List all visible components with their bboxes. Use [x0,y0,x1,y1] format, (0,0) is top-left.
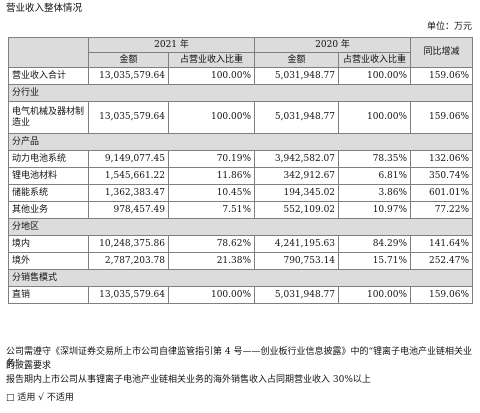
amount-2021: 9,149,077.45 [88,150,169,168]
header-amount-2020: 金额 [254,52,340,68]
row-label: 锂电池材料 [8,167,89,185]
yoy-change: 141.64% [410,235,474,253]
yoy-change: 77.22% [410,201,474,219]
section-industry-title: 分行业 [7,84,474,102]
table-row: 境外 2,787,203.78 21.38% 790,753.14 15.71%… [8,252,474,270]
share-2020: 15.71% [338,252,412,270]
amount-2021: 10,248,375.86 [88,235,169,253]
row-label: 其他业务 [8,201,89,219]
table-row: 境内 10,248,375.86 78.62% 4,241,195.63 84.… [8,235,474,253]
yoy-change: 601.01% [410,184,474,202]
amount-2020: 3,942,582.07 [254,150,340,168]
total-amount-2020: 5,031,948.77 [254,67,340,85]
yoy-change: 350.74% [410,167,474,185]
share-2021: 7.51% [167,201,256,219]
header-year-2020: 2020 年 [254,37,412,53]
share-2020: 78.35% [338,150,412,168]
page-title: 营业收入整体情况 [6,3,83,14]
share-2020: 10.97% [338,201,412,219]
footnote-line-2: 的披露要求 [6,361,52,371]
section-region-title: 分地区 [7,218,474,236]
share-2020: 84.29% [338,235,412,253]
amount-2020: 5,031,948.77 [254,286,340,304]
share-2021: 21.38% [167,252,256,270]
total-share-2021: 100.00% [167,67,256,85]
section-product-row: 分产品 [7,133,474,151]
row-label: 境内 [8,235,89,253]
amount-2021: 1,545,661.22 [88,167,169,185]
amount-2020: 5,031,948.77 [254,101,340,134]
total-amount-2021: 13,035,579.64 [88,67,169,85]
header-share-2021: 占营业收入比重 [167,52,256,68]
row-label: 直销 [8,286,89,304]
header-row-years: 2021 年 2020 年 同比增减 [8,37,474,68]
yoy-change: 252.47% [410,252,474,270]
share-2021: 70.19% [167,150,256,168]
header-yoy: 同比增减 [410,37,474,68]
amount-2020: 790,753.14 [254,252,340,270]
total-row: 营业收入合计 13,035,579.64 100.00% 5,031,948.7… [8,67,474,85]
footnote-line-3: 报告期内上市公司从事锂离子电池产业链相关业务的海外销售收入占同期营业收入 30%… [6,375,371,385]
total-yoy: 159.06% [410,67,474,85]
row-label: 动力电池系统 [8,150,89,168]
header-share-2020: 占营业收入比重 [338,52,412,68]
yoy-change: 132.06% [410,150,474,168]
yoy-change: 159.06% [410,101,474,134]
section-sales-mode-title: 分销售模式 [7,269,474,287]
share-2021: 100.00% [167,286,256,304]
footnote-line-1: 公司需遵守《深圳证券交易所上市公司自律监管指引第 4 号——创业板行业信息披露》… [6,347,473,369]
revenue-table: 2021 年 2020 年 同比增减 金额 占营业收入比重 金额 占营业收入比重… [7,37,474,304]
table-row: 锂电池材料 1,545,661.22 11.86% 342,912.67 6.8… [8,167,474,185]
header-blank-cell [8,37,89,68]
share-2021: 10.45% [167,184,256,202]
share-2020: 100.00% [338,286,412,304]
header-amount-2021: 金额 [88,52,169,68]
amount-2021: 13,035,579.64 [88,101,169,134]
total-label: 营业收入合计 [8,67,89,85]
amount-2021: 978,457.49 [88,201,169,219]
share-2021: 78.62% [167,235,256,253]
table-row: 电气机械及器材制造业 13,035,579.64 100.00% 5,031,9… [8,101,474,134]
applicability-checkbox-line: □ 适用 √ 不适用 [6,393,74,403]
section-industry-row: 分行业 [7,84,474,102]
total-share-2020: 100.00% [338,67,412,85]
amount-2020: 342,912.67 [254,167,340,185]
table-row: 动力电池系统 9,149,077.45 70.19% 3,942,582.07 … [8,150,474,168]
yoy-change: 159.06% [410,286,474,304]
amount-2020: 194,345.02 [254,184,340,202]
revenue-table-body: 2021 年 2020 年 同比增减 金额 占营业收入比重 金额 占营业收入比重… [7,37,474,304]
row-label: 电气机械及器材制造业 [8,101,89,134]
unit-label: 单位：万元 [426,22,472,32]
share-2021: 100.00% [167,101,256,134]
amount-2020: 552,109.02 [254,201,340,219]
amount-2021: 1,362,383.47 [88,184,169,202]
amount-2021: 2,787,203.78 [88,252,169,270]
section-region-row: 分地区 [7,218,474,236]
share-2021: 11.86% [167,167,256,185]
share-2020: 100.00% [338,101,412,134]
row-label: 储能系统 [8,184,89,202]
row-label: 境外 [8,252,89,270]
section-sales-mode-row: 分销售模式 [7,269,474,287]
share-2020: 6.81% [338,167,412,185]
amount-2021: 13,035,579.64 [88,286,169,304]
table-row: 储能系统 1,362,383.47 10.45% 194,345.02 3.86… [8,184,474,202]
table-row: 直销 13,035,579.64 100.00% 5,031,948.77 10… [8,286,474,304]
header-year-2021: 2021 年 [87,37,256,53]
table-row: 其他业务 978,457.49 7.51% 552,109.02 10.97% … [8,201,474,219]
section-product-title: 分产品 [7,133,474,151]
amount-2020: 4,241,195.63 [254,235,340,253]
share-2020: 3.86% [338,184,412,202]
